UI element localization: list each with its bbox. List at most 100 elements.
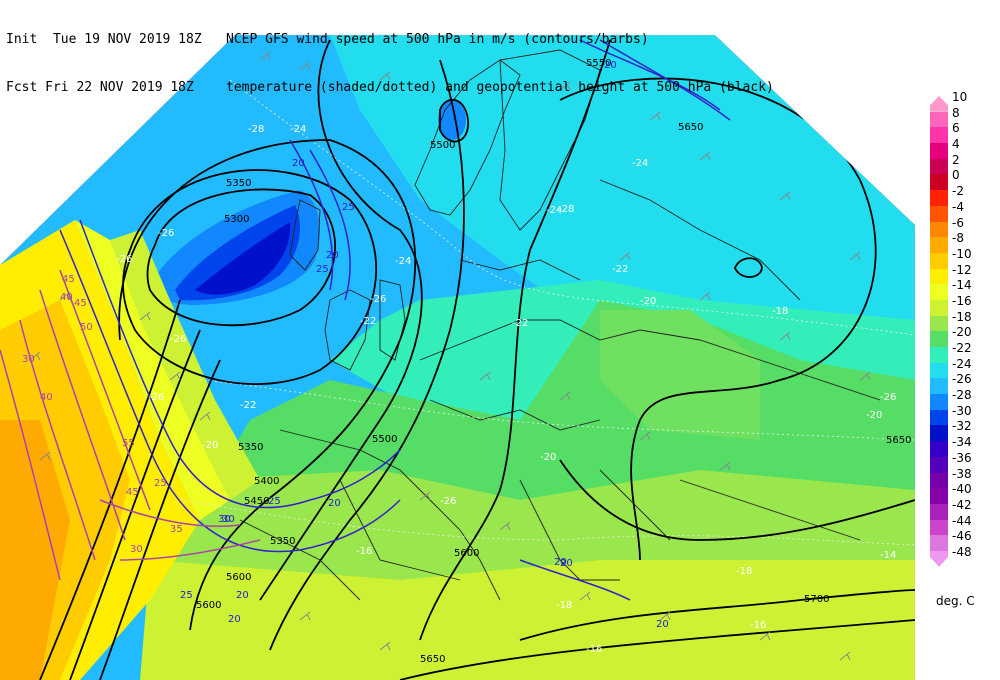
wind-speed-label: 45 <box>74 298 87 309</box>
legend-swatch <box>930 205 948 222</box>
legend-entry: -24 <box>930 357 998 379</box>
legend-label: -6 <box>952 215 964 230</box>
legend-entry: 2 <box>930 153 998 175</box>
legend-entry: -4 <box>930 200 998 222</box>
legend-entry: 4 <box>930 137 998 159</box>
wind-speed-label: 25 <box>342 202 355 213</box>
wind-speed-label: 30 <box>218 514 231 525</box>
legend-swatch <box>930 503 948 520</box>
legend-swatch <box>930 441 948 457</box>
legend-entry: -30 <box>930 404 998 426</box>
legend-swatch <box>930 535 948 551</box>
legend-entry: -46 <box>930 529 998 551</box>
wind-speed-label: 25 <box>316 264 329 275</box>
legend-label: -36 <box>952 450 972 465</box>
legend-label: -34 <box>952 435 972 450</box>
legend-entry: -44 <box>930 514 998 536</box>
height-contour-label: 5500 <box>372 434 397 445</box>
wind-speed-label: 25 <box>154 478 167 489</box>
legend-swatch <box>930 519 948 536</box>
temperature-label: -20 <box>866 410 882 421</box>
legend-label: 2 <box>952 152 960 167</box>
legend-label: -38 <box>952 466 972 481</box>
height-contour-label: 5600 <box>226 572 251 583</box>
legend-label: -8 <box>952 231 964 246</box>
wind-speed-label: 50 <box>80 322 93 333</box>
legend-swatch <box>930 347 948 363</box>
wind-contours <box>0 39 731 601</box>
temperature-label: -24 <box>290 124 306 135</box>
legend-label: 10 <box>952 90 968 104</box>
legend-label: -32 <box>952 419 972 434</box>
legend-label: -42 <box>952 497 972 512</box>
color-legend: 10 8 6 4 2 0 -2 -4 -6 -8 -10 -12 -14 -16 -18 -20 -22 -24-… <box>930 90 998 567</box>
wind-barbs <box>29 51 871 661</box>
legend-entry: -8 <box>930 231 998 253</box>
legend-swatch <box>930 394 948 410</box>
header-dates: Init Tue 19 NOV 2019 18Z Fcst Fri 22 NOV… <box>6 0 202 112</box>
cold-low-mid <box>175 205 300 301</box>
legend-label: -14 <box>952 278 972 293</box>
legend-entry: -6 <box>930 216 998 238</box>
legend-entry: -26 <box>930 372 998 395</box>
temperature-label: -24 <box>395 256 411 267</box>
wind-speed-label: 20 <box>328 498 341 509</box>
legend-swatch <box>930 409 948 426</box>
title-line-1: NCEP GFS wind speed at 500 hPa in m/s (c… <box>226 32 649 47</box>
legend-swatch <box>930 456 948 473</box>
temperature-label: -14 <box>880 550 896 561</box>
temperature-label: -26 <box>116 254 132 265</box>
legend-swatch <box>930 268 948 285</box>
temp-labels: -28 -26 -24 -26 -26 -22 -20 -26 -26 -24 -22 -2… <box>116 124 896 655</box>
temperature-label: -22 <box>612 264 628 275</box>
legend-label: -44 <box>952 513 972 528</box>
legend-label: -4 <box>952 199 964 214</box>
legend-label: -28 <box>952 388 972 403</box>
legend-label: -12 <box>952 262 972 277</box>
wind-speed-label: 30 <box>130 544 143 555</box>
wind-speed-label: 20 <box>554 557 567 568</box>
height-contour-label: 5650 <box>678 122 703 133</box>
legend-entry: 10 <box>930 90 998 112</box>
legend-swatch <box>930 96 948 112</box>
height-contour-label: 5350 <box>226 178 251 189</box>
legend-entry: -28 <box>930 388 998 410</box>
height-contour-label: 5650 <box>886 435 911 446</box>
legend-swatch <box>930 331 948 347</box>
temperature-label: -24 <box>632 158 648 169</box>
wind-speed-label: 25 <box>180 590 193 601</box>
legend-swatch <box>930 284 948 300</box>
wind-speed-label: 30 <box>22 354 35 365</box>
legend-entry: -42 <box>930 498 998 520</box>
coastlines <box>239 49 881 601</box>
map-frame <box>0 34 916 266</box>
temperature-label: -18 <box>556 600 572 611</box>
warm-wedge-edge <box>75 220 230 520</box>
height-contour-label: 5350 <box>270 536 295 547</box>
legend-label: -24 <box>952 356 972 371</box>
temperature-label: -20 <box>640 296 656 307</box>
legend-label: -40 <box>952 482 972 497</box>
legend-label: -22 <box>952 341 972 355</box>
temperature-label: -26 <box>170 334 186 345</box>
legend-entry: -12 <box>930 263 998 285</box>
legend-entry: -14 <box>930 278 998 300</box>
temperature-label: -22 <box>360 316 376 327</box>
legend-entry: -22 <box>930 341 998 363</box>
temperature-label: -28 <box>248 124 264 135</box>
legend-entry: -38 <box>930 467 998 489</box>
isotherms <box>179 79 915 546</box>
legend-entry: -2 <box>930 184 998 206</box>
legend-swatch <box>930 143 948 159</box>
cold-low-core <box>195 222 291 295</box>
title-line-2: temperature (shaded/dotted) and geopoten… <box>226 80 774 95</box>
wind-speed-label: 20 <box>292 158 305 169</box>
warm-wedge-core <box>0 420 70 680</box>
legend-swatch <box>930 127 948 144</box>
legend-swatch <box>930 362 948 379</box>
wind-speed-label: 20 <box>228 614 241 625</box>
legend-label: -20 <box>952 325 972 340</box>
legend-swatch <box>930 111 948 128</box>
height-contour-label: 5450 <box>244 496 269 507</box>
